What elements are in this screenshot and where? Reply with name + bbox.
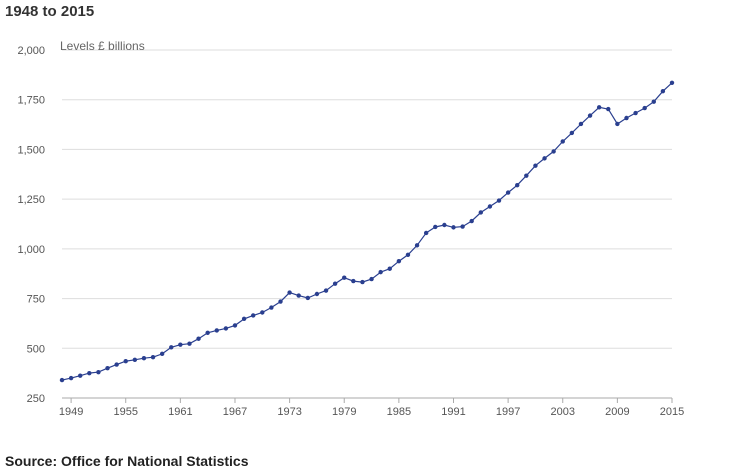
data-point (214, 328, 219, 333)
data-point (342, 275, 347, 280)
data-point (378, 269, 383, 275)
data-point (469, 218, 474, 224)
y-tick-label: 500 (27, 343, 45, 355)
data-point (660, 88, 666, 94)
data-point (105, 365, 110, 371)
x-tick-label: 2003 (551, 406, 575, 418)
data-point (651, 99, 656, 104)
data-point (551, 149, 556, 154)
data-point (487, 204, 493, 209)
data-point (287, 290, 292, 295)
data-point (250, 313, 256, 318)
x-tick-label: 1991 (441, 406, 465, 418)
data-point (132, 357, 138, 363)
data-point (351, 278, 356, 284)
data-point (369, 276, 374, 282)
data-point (260, 310, 265, 315)
data-point (96, 369, 101, 375)
data-point (205, 330, 210, 335)
data-point (578, 121, 584, 127)
data-point (414, 243, 420, 248)
data-point (423, 230, 429, 236)
y-tick-label: 750 (27, 294, 45, 306)
data-point (496, 198, 502, 203)
data-point (78, 373, 83, 378)
data-point (323, 288, 329, 293)
y-tick-label: 1,750 (17, 95, 45, 107)
data-point (460, 224, 465, 229)
data-point (150, 355, 156, 360)
data-point (433, 224, 438, 230)
data-point (305, 295, 311, 301)
data-point (542, 156, 547, 161)
data-point (59, 377, 65, 383)
series-line (61, 82, 673, 381)
data-point (569, 130, 575, 136)
data-point (587, 113, 593, 118)
data-point (87, 370, 92, 376)
data-point (123, 359, 128, 364)
data-point (314, 291, 320, 297)
data-point (596, 105, 602, 110)
data-point (178, 342, 183, 347)
data-point (624, 115, 629, 121)
data-point (360, 279, 365, 285)
source-note: Source: Office for National Statistics (5, 453, 249, 469)
data-point (451, 225, 456, 230)
data-point (524, 173, 529, 178)
y-tick-label: 2,000 (17, 45, 45, 57)
data-point (196, 336, 201, 341)
data-point (141, 356, 147, 361)
data-point (159, 351, 165, 357)
x-tick-label: 1973 (277, 406, 301, 418)
data-point (560, 139, 565, 144)
data-point (606, 106, 611, 112)
data-point (269, 305, 274, 310)
data-point (296, 293, 301, 298)
data-point (642, 105, 647, 111)
series-group (59, 80, 675, 383)
data-point (332, 281, 338, 286)
x-tick-label: 1997 (496, 406, 520, 418)
x-tick-label: 1949 (59, 406, 83, 418)
x-tick-label: 1961 (168, 406, 192, 418)
y-axis-ticks: 250 500 750 1,000 1,250 1,500 1,750 2,000 (17, 45, 45, 405)
data-point (615, 121, 620, 127)
x-tick-label: 1979 (332, 406, 356, 418)
data-point (232, 323, 238, 328)
data-point (169, 345, 174, 350)
data-point (633, 110, 638, 116)
x-axis-ticks: 1949 1955 1961 1967 1973 1979 1985 1991 1997 2003… (59, 398, 684, 418)
x-tick-label: 1955 (113, 406, 137, 418)
data-point (505, 190, 511, 195)
data-point (187, 341, 192, 346)
data-point (278, 299, 283, 304)
data-point (478, 210, 484, 215)
x-tick-label: 2009 (605, 406, 629, 418)
data-point (387, 266, 392, 271)
data-point (114, 362, 119, 367)
data-point (396, 258, 402, 264)
x-tick-label: 1985 (387, 406, 411, 418)
data-point (442, 222, 447, 228)
data-point (241, 316, 247, 322)
data-point (533, 163, 538, 168)
data-point (669, 80, 675, 86)
y-tick-label: 1,500 (17, 144, 45, 156)
gridlines (62, 49, 672, 349)
chart-title: 1948 to 2015 (5, 3, 95, 20)
data-point (68, 375, 74, 381)
y-axis-label: Levels £ billions (60, 39, 145, 53)
y-tick-label: 1,000 (17, 244, 45, 256)
y-tick-label: 250 (27, 393, 45, 405)
y-tick-label: 1,250 (17, 194, 45, 206)
x-tick-label: 1967 (223, 406, 247, 418)
x-tick-label: 2015 (660, 406, 684, 418)
data-point (223, 326, 229, 331)
data-point (515, 183, 520, 188)
data-point (405, 252, 411, 258)
